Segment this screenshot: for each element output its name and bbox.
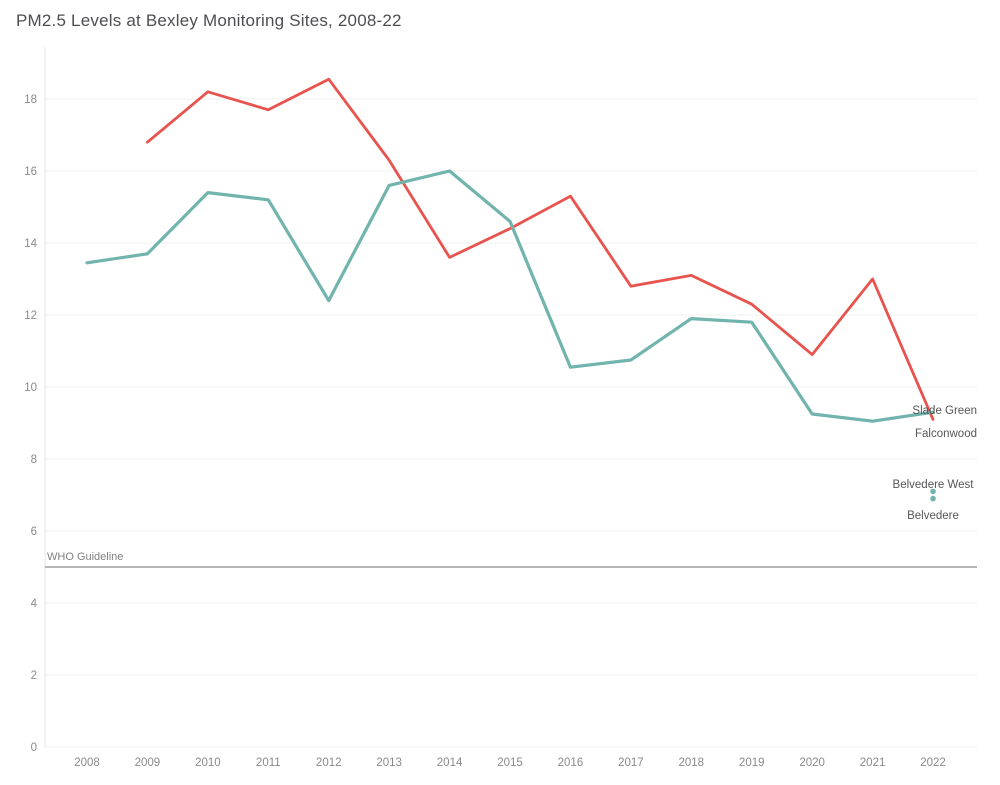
x-tick-label-2019: 2019 <box>739 757 765 769</box>
series-end-label-belvedere-west: Belvedere West <box>893 479 975 491</box>
y-tick-label-14: 14 <box>24 238 37 250</box>
series-end-label-belvedere: Belvedere <box>907 510 959 522</box>
series-end-label-slade-green: Slade Green <box>912 405 977 417</box>
x-tick-label-2020: 2020 <box>799 757 825 769</box>
x-tick-label-2018: 2018 <box>679 757 705 769</box>
y-tick-label-8: 8 <box>31 454 37 466</box>
y-tick-label-4: 4 <box>31 598 38 610</box>
x-tick-label-2015: 2015 <box>497 757 523 769</box>
x-tick-label-2016: 2016 <box>558 757 584 769</box>
series-point-belvedere[interactable] <box>930 495 936 502</box>
x-tick-label-2022: 2022 <box>920 757 946 769</box>
x-tick-label-2011: 2011 <box>256 757 281 769</box>
x-tick-label-2009: 2009 <box>135 757 161 769</box>
x-tick-label-2021: 2021 <box>860 757 886 769</box>
y-tick-label-2: 2 <box>31 670 37 682</box>
x-tick-label-2010: 2010 <box>195 757 221 769</box>
x-tick-label-2013: 2013 <box>376 757 402 769</box>
y-tick-label-10: 10 <box>24 382 37 394</box>
series-line-falconwood[interactable] <box>85 169 935 423</box>
chart-title: PM2.5 Levels at Bexley Monitoring Sites,… <box>16 11 402 30</box>
y-tick-label-18: 18 <box>24 94 37 106</box>
y-tick-label-0: 0 <box>31 742 37 754</box>
y-tick-label-16: 16 <box>24 166 37 178</box>
x-tick-label-2014: 2014 <box>437 757 463 769</box>
series-end-label-falconwood: Falconwood <box>915 428 977 440</box>
x-tick-label-2012: 2012 <box>316 757 342 769</box>
y-tick-label-12: 12 <box>24 310 37 322</box>
x-tick-label-2008: 2008 <box>74 757 100 769</box>
who-guideline-label: WHO Guideline <box>47 551 123 563</box>
y-tick-label-6: 6 <box>31 526 37 538</box>
series-point-belvedere-west[interactable] <box>930 488 936 495</box>
series-line-slade-green[interactable] <box>146 77 935 421</box>
x-tick-label-2017: 2017 <box>618 757 644 769</box>
